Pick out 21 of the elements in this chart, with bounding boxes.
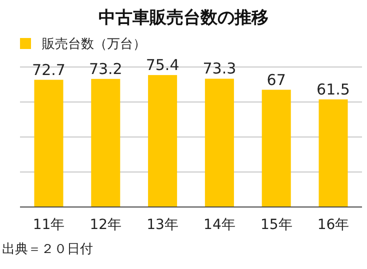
data-label: 61.5: [316, 80, 350, 98]
bar: [91, 78, 120, 207]
bar: [34, 80, 64, 207]
chart-title: 中古車販売台数の推移: [98, 8, 268, 28]
data-label: 75.4: [146, 56, 180, 74]
legend-label: 販売台数（万台）: [42, 37, 146, 52]
bar: [204, 78, 234, 207]
x-tick-label: 14年: [204, 217, 236, 233]
bar: [318, 99, 348, 207]
data-label: 67: [266, 70, 286, 89]
x-tick-label: 11年: [32, 217, 65, 233]
data-label: 73.3: [202, 60, 236, 78]
bar: [148, 75, 178, 207]
source-note: 出典＝２０日付: [2, 242, 93, 257]
data-label: 72.7: [32, 60, 66, 79]
data-label: 73.2: [88, 60, 122, 78]
x-tick-label: 16年: [317, 217, 350, 233]
x-tick-label: 15年: [260, 217, 292, 233]
x-tick-label: 13年: [146, 217, 178, 233]
bar: [262, 90, 291, 207]
x-tick-label: 12年: [90, 217, 122, 233]
